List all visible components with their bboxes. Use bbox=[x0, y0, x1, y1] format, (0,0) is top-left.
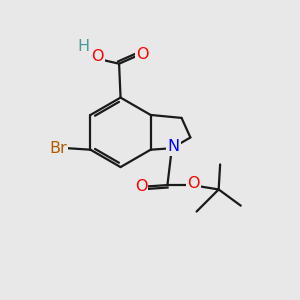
Text: N: N bbox=[167, 139, 179, 154]
Text: Br: Br bbox=[49, 141, 67, 156]
Text: O: O bbox=[136, 47, 149, 62]
Text: O: O bbox=[135, 179, 147, 194]
Text: O: O bbox=[187, 176, 199, 191]
Text: O: O bbox=[91, 49, 104, 64]
Text: H: H bbox=[78, 39, 90, 54]
